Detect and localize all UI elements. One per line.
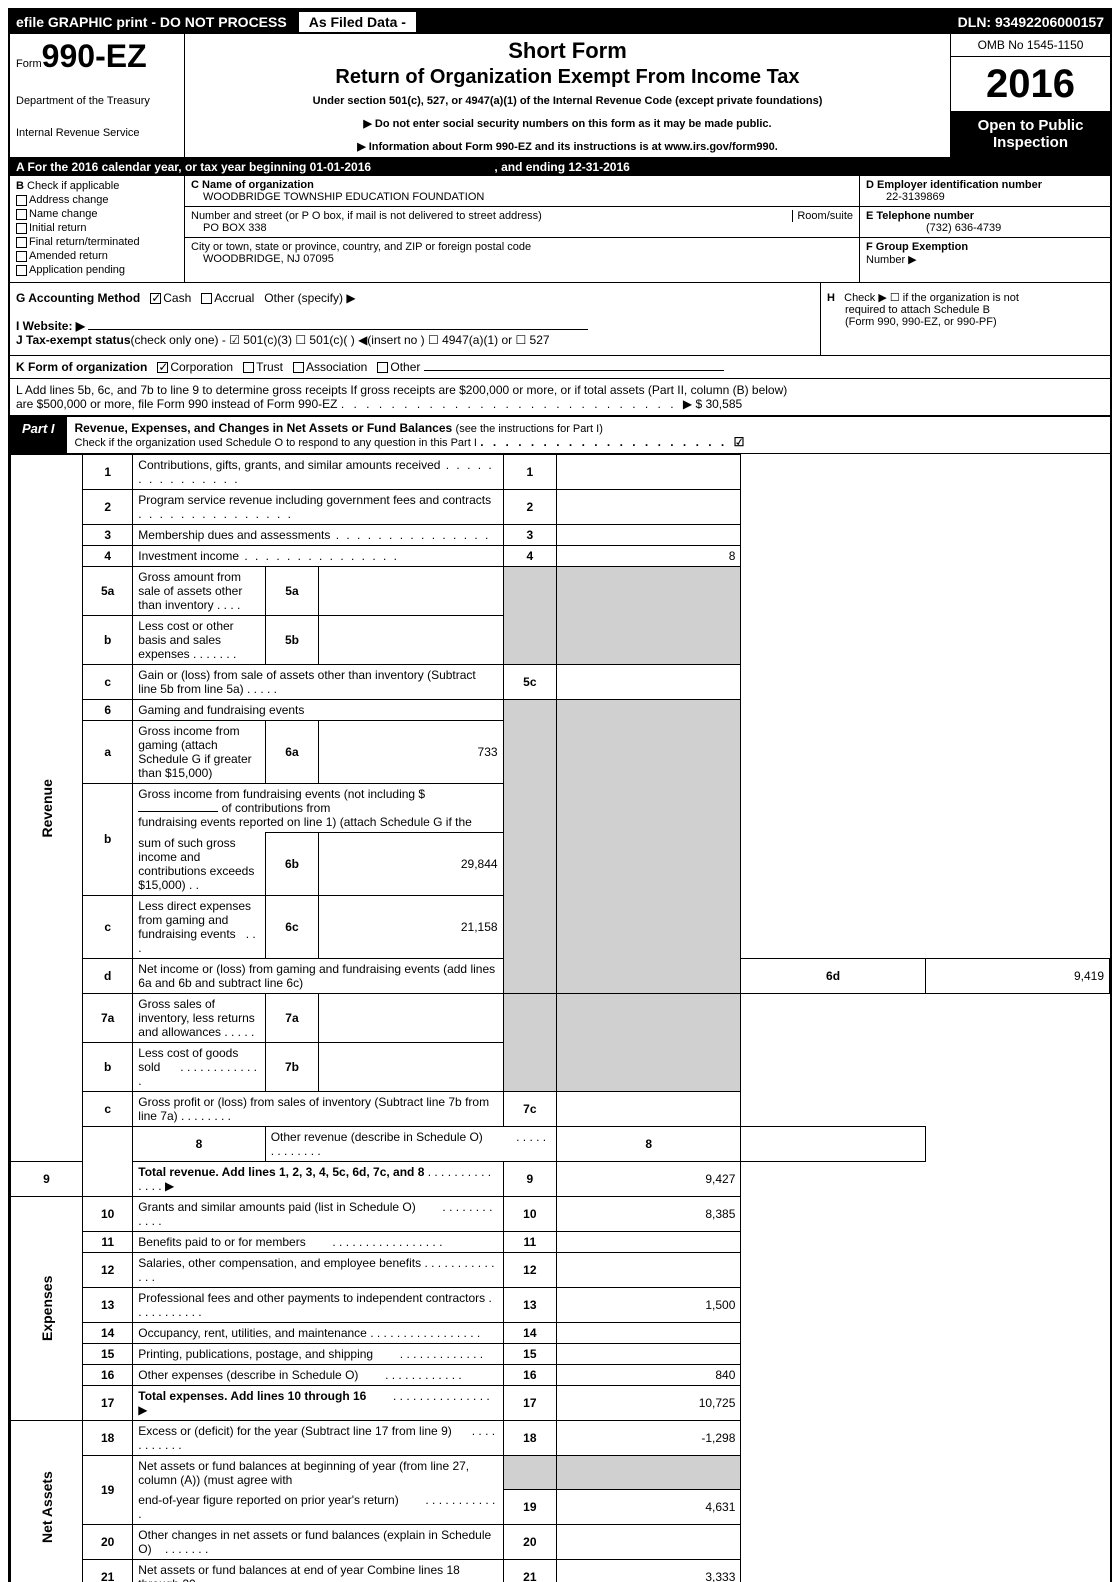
part1-badge: Part I [10, 417, 67, 453]
cb-cash[interactable] [150, 293, 161, 304]
cb-other-org[interactable] [377, 362, 388, 373]
revenue-side-label: Revenue [11, 455, 83, 1162]
line13-val: 1,500 [557, 1287, 741, 1322]
line10-val: 8,385 [557, 1196, 741, 1231]
part1-header: Part I Revenue, Expenses, and Changes in… [10, 415, 1110, 454]
line8-val [741, 1126, 925, 1161]
notice-info: ▶ Information about Form 990-EZ and its … [195, 140, 940, 153]
expenses-side-label: Expenses [11, 1196, 83, 1420]
line6d-val: 9,419 [925, 958, 1109, 993]
line7b-val [319, 1042, 503, 1091]
org-name-row: C Name of organization WOODBRIDGE TOWNSH… [185, 176, 859, 207]
addr-row: Number and street (or P O box, if mail i… [185, 207, 859, 238]
line4-val: 8 [557, 546, 741, 567]
line7a-val [319, 993, 503, 1042]
line16-val: 840 [557, 1364, 741, 1385]
line18-val: -1,298 [557, 1420, 741, 1455]
top-bar: efile GRAPHIC print - DO NOT PROCESS As … [10, 10, 1110, 34]
cb-association[interactable] [293, 362, 304, 373]
cb-trust[interactable] [243, 362, 254, 373]
col-def: D Employer identification number 22-3139… [860, 176, 1110, 282]
city-state-zip: WOODBRIDGE, NJ 07095 [203, 253, 334, 265]
notice-ssn: ▶ Do not enter social security numbers o… [195, 117, 940, 130]
dept-irs: Internal Revenue Service [16, 127, 178, 139]
ein-value: 22-3139869 [886, 191, 945, 203]
street-address: PO BOX 338 [203, 222, 267, 234]
group-exemption-row: F Group Exemption Number ▶ [860, 238, 1110, 269]
row-l: L Add lines 5b, 6c, and 7b to line 9 to … [10, 379, 1110, 415]
line6c-val: 21,158 [319, 895, 503, 958]
cb-address-change[interactable]: Address change [16, 194, 178, 206]
col-b: B Check if applicable Address change Nam… [10, 176, 185, 282]
line5b-val [319, 616, 503, 665]
lines-table: Revenue 1 Contributions, gifts, grants, … [10, 454, 1110, 1582]
omb-number: OMB No 1545-1150 [951, 34, 1110, 57]
line7c-val [557, 1091, 741, 1126]
website-label: I Website: ▶ [16, 319, 85, 333]
line15-val [557, 1343, 741, 1364]
open-to-public: Open to Public Inspection [951, 111, 1110, 157]
dept-treasury: Department of the Treasury [16, 95, 178, 107]
line6b-val: 29,844 [319, 833, 503, 896]
cb-amended-return[interactable]: Amended return [16, 250, 178, 262]
netassets-side-label: Net Assets [11, 1420, 83, 1582]
tax-year: 2016 [951, 57, 1110, 111]
line12-val [557, 1252, 741, 1287]
line5c-val [557, 665, 741, 700]
dln-label: DLN: 93492206000157 [952, 12, 1110, 32]
cb-initial-return[interactable]: Initial return [16, 222, 178, 234]
row-h: H Check ▶ ☐ if the organization is not r… [820, 283, 1110, 355]
header-right: OMB No 1545-1150 2016 Open to Public Ins… [950, 34, 1110, 157]
asfiled-label: As Filed Data - [297, 10, 418, 34]
cb-name-change[interactable]: Name change [16, 208, 178, 220]
cb-accrual[interactable] [201, 293, 212, 304]
subtitle: Under section 501(c), 527, or 4947(a)(1)… [195, 95, 940, 107]
efile-label: efile GRAPHIC print - DO NOT PROCESS [10, 12, 293, 32]
cb-application-pending[interactable]: Application pending [16, 264, 178, 276]
phone-value: (732) 636-4739 [926, 222, 1001, 234]
line17-val: 10,725 [557, 1385, 741, 1420]
line3-val [557, 525, 741, 546]
tax-exempt-label: J Tax-exempt status [16, 333, 131, 347]
main-title: Return of Organization Exempt From Incom… [195, 66, 940, 89]
line21-val: 3,333 [557, 1559, 741, 1582]
form-container: efile GRAPHIC print - DO NOT PROCESS As … [8, 8, 1112, 1582]
line14-val [557, 1322, 741, 1343]
form-number: Form990-EZ [16, 38, 178, 75]
line11-val [557, 1231, 741, 1252]
city-row: City or town, state or province, country… [185, 238, 859, 268]
section-a-bar: A For the 2016 calendar year, or tax yea… [10, 158, 1110, 176]
cb-final-return[interactable]: Final return/terminated [16, 236, 178, 248]
header-center: Short Form Return of Organization Exempt… [185, 34, 950, 157]
line9-val: 9,427 [557, 1161, 741, 1196]
cb-corporation[interactable] [157, 362, 168, 373]
header: Form990-EZ Department of the Treasury In… [10, 34, 1110, 158]
short-form-title: Short Form [195, 38, 940, 64]
line6a-val: 733 [319, 721, 503, 784]
header-left: Form990-EZ Department of the Treasury In… [10, 34, 185, 157]
line5a-val [319, 567, 503, 616]
gross-receipts: ▶ $ 30,585 [683, 397, 742, 411]
info-grid: B Check if applicable Address change Nam… [10, 176, 1110, 283]
line20-val [557, 1524, 741, 1559]
line1-val [557, 455, 741, 490]
ein-row: D Employer identification number 22-3139… [860, 176, 1110, 207]
row-k: K Form of organization Corporation Trust… [10, 356, 1110, 379]
col-c: C Name of organization WOODBRIDGE TOWNSH… [185, 176, 860, 282]
phone-row: E Telephone number (732) 636-4739 [860, 207, 1110, 238]
line19-val: 4,631 [557, 1490, 741, 1525]
row-g: G Accounting Method Cash Accrual Other (… [10, 283, 1110, 356]
org-name: WOODBRIDGE TOWNSHIP EDUCATION FOUNDATION [203, 191, 484, 203]
line2-val [557, 490, 741, 525]
